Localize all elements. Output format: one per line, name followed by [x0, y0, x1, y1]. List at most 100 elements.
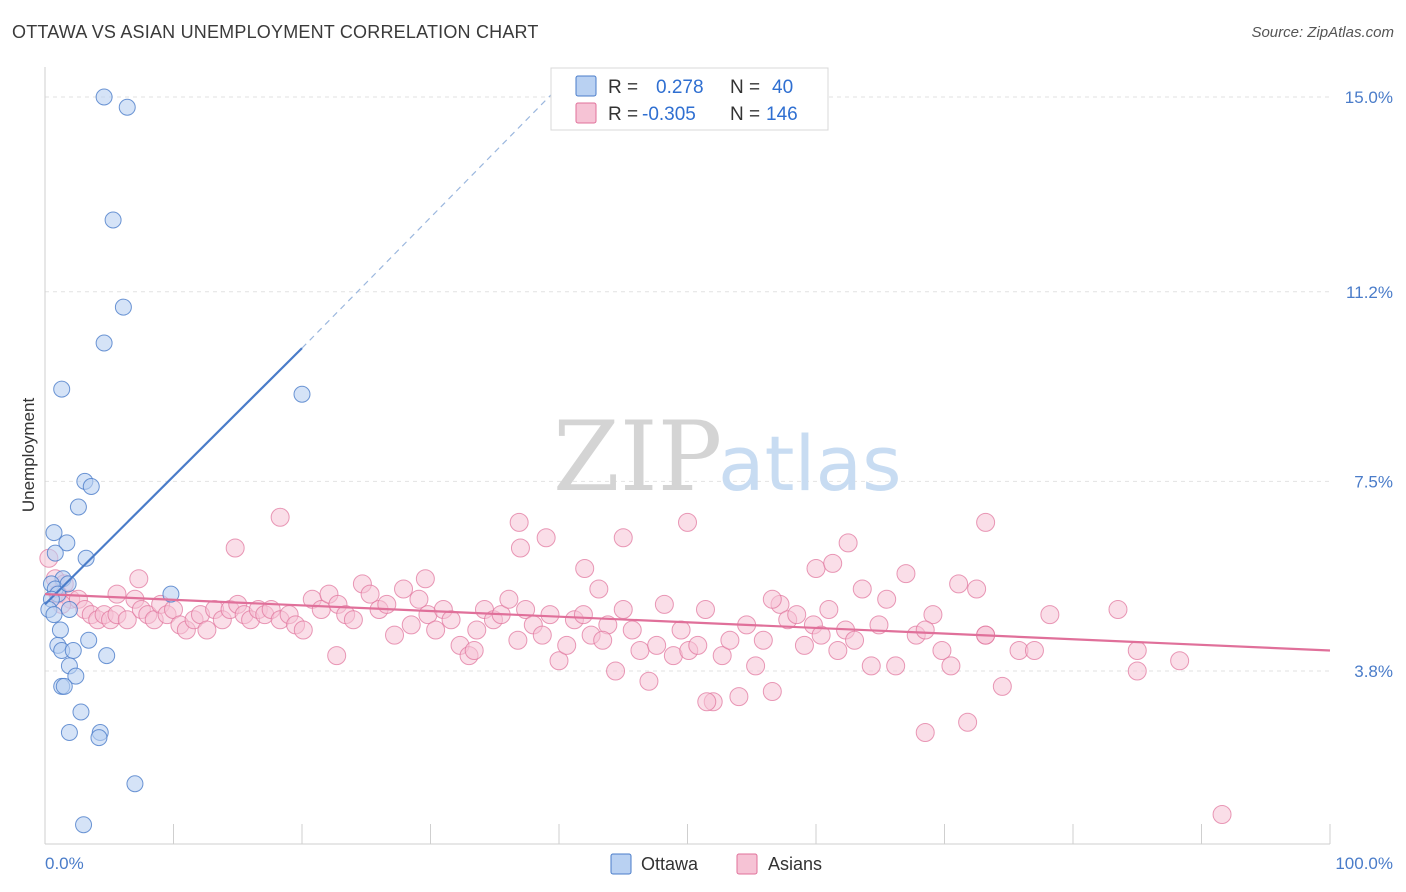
x-tick-labels: 0.0% 100.0% — [45, 854, 1393, 873]
asians-point — [896, 564, 916, 584]
ottawa-point — [90, 729, 108, 747]
asians-point — [688, 635, 708, 655]
legend-n-value-asians: 146 — [766, 104, 798, 125]
asians-point — [654, 594, 674, 614]
asians-point — [426, 620, 446, 640]
ottawa-point — [75, 816, 93, 834]
asians-point — [409, 589, 429, 609]
asians-point — [464, 641, 484, 660]
asians-point — [852, 579, 872, 599]
legend-swatch-ottawa — [575, 75, 597, 97]
ottawa-point — [82, 478, 100, 495]
asians-point — [838, 533, 858, 553]
ottawa-point — [98, 647, 116, 665]
asians-point — [549, 651, 569, 671]
asians-point — [107, 584, 127, 604]
legend-r-value-asians: -0.305 — [642, 104, 696, 125]
series-legend-label-asians: Asians — [768, 854, 822, 874]
asians-point — [467, 620, 487, 640]
asians-point — [225, 538, 245, 558]
asians-point — [377, 594, 397, 614]
series-legend-label-ottawa: Ottawa — [641, 854, 699, 874]
asians-point — [394, 579, 414, 599]
asians-trendline — [44, 593, 1331, 652]
asians-point — [828, 641, 848, 660]
ottawa-point — [293, 385, 311, 403]
y-tick-label-1: 7.5% — [1354, 472, 1393, 491]
ottawa-point — [104, 211, 122, 229]
asians-point — [441, 610, 461, 630]
asians-point — [845, 630, 865, 650]
legend-r-label-ottawa: R = — [608, 77, 638, 98]
ottawa-point — [95, 88, 113, 106]
ottawa-point — [95, 334, 113, 352]
asians-point — [806, 559, 826, 578]
series-legend-swatch-asians — [736, 853, 758, 875]
asians-point — [729, 687, 749, 707]
asians-point — [762, 589, 782, 609]
chart-title: OTTAWA VS ASIAN UNEMPLOYMENT CORRELATION… — [12, 22, 539, 42]
series-legend: Ottawa Asians — [610, 853, 822, 875]
asians-point — [509, 512, 529, 532]
asians-point — [1127, 641, 1147, 660]
gridlines — [45, 96, 1330, 672]
asians-point — [976, 512, 996, 532]
source-credit: Source: ZipAtlas.com — [1251, 24, 1394, 41]
ottawa-point — [118, 98, 136, 116]
legend-n-label-ottawa: N = — [730, 77, 760, 98]
asians-point — [1127, 661, 1147, 681]
ottawa-point — [60, 724, 78, 741]
ottawa-point — [53, 380, 71, 398]
asians-point — [915, 620, 935, 640]
asians-point — [695, 600, 715, 619]
asians-point — [197, 620, 217, 640]
asians-point — [1040, 605, 1060, 625]
ottawa-point — [67, 667, 85, 685]
asians-point — [647, 635, 667, 655]
asians-point — [823, 553, 843, 573]
asians-point — [630, 641, 650, 660]
ottawa-point — [45, 606, 63, 624]
asians-point — [117, 610, 137, 630]
asians-point — [327, 646, 347, 666]
asians-points — [39, 507, 1232, 824]
ottawa-point — [69, 498, 87, 516]
asians-point — [573, 605, 593, 625]
watermark-atlas: atlas — [718, 419, 902, 508]
asians-point — [932, 641, 952, 660]
ottawa-point — [46, 544, 64, 562]
x-tick-label-0: 0.0% — [45, 854, 84, 873]
asians-point — [129, 569, 149, 589]
y-tick-label-3: 15.0% — [1345, 88, 1393, 107]
asians-point — [385, 625, 405, 645]
asians-point — [575, 559, 595, 578]
ottawa-point — [162, 585, 180, 603]
asians-point — [639, 671, 659, 691]
asians-point — [622, 620, 642, 640]
asians-point — [787, 605, 807, 625]
asians-point — [712, 646, 732, 666]
asians-point — [499, 589, 519, 609]
asians-point — [992, 676, 1012, 696]
asians-point — [819, 600, 839, 619]
asians-point — [415, 569, 435, 589]
asians-point — [1170, 651, 1190, 671]
legend-r-label-asians: R = — [608, 104, 638, 125]
asians-point — [293, 620, 313, 640]
y-tick-label-0: 3.8% — [1354, 662, 1393, 681]
asians-point — [794, 635, 814, 655]
asians-point — [811, 625, 831, 645]
asians-point — [401, 615, 421, 635]
asians-point — [861, 656, 881, 676]
ottawa-point — [59, 575, 77, 593]
asians-point — [923, 605, 943, 625]
ottawa-point — [77, 549, 95, 567]
ottawa-point — [60, 601, 78, 618]
correlation-legend: R = 0.278 N = 40 R = -0.305 N = 146 — [550, 67, 829, 131]
asians-point — [510, 538, 530, 558]
asians-point — [536, 528, 556, 548]
y-axis-label: Unemployment — [19, 398, 38, 513]
ottawa-point — [80, 631, 98, 649]
asians-point — [967, 579, 987, 599]
